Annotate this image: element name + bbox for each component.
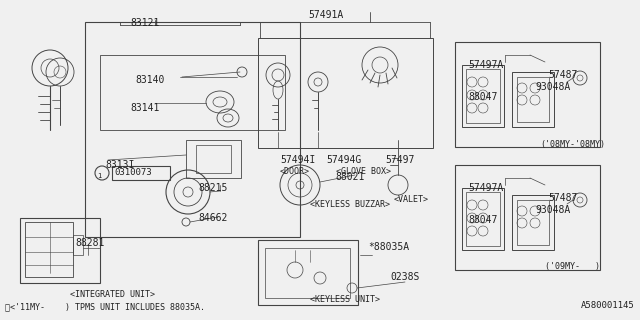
- Text: 57491A: 57491A: [308, 10, 343, 20]
- Bar: [455, 165, 600, 270]
- Bar: [73, 235, 83, 255]
- Bar: [196, 145, 231, 173]
- Text: 83121: 83121: [130, 18, 159, 28]
- Bar: [462, 65, 504, 127]
- Bar: [100, 55, 285, 130]
- Bar: [20, 218, 100, 283]
- Bar: [85, 22, 300, 237]
- Text: 93048A: 93048A: [535, 82, 570, 92]
- Text: 57494G: 57494G: [326, 155, 361, 165]
- Text: <VALET>: <VALET>: [394, 195, 429, 204]
- Bar: [25, 222, 73, 277]
- Text: 83140: 83140: [135, 75, 164, 85]
- Text: ('09MY-   ): ('09MY- ): [545, 262, 600, 271]
- Text: 57497: 57497: [385, 155, 414, 165]
- Text: 57487: 57487: [548, 193, 577, 203]
- Text: 57497A: 57497A: [468, 60, 503, 70]
- Text: 93048A: 93048A: [535, 205, 570, 215]
- Bar: [517, 200, 549, 245]
- Text: 83141: 83141: [130, 103, 159, 113]
- Text: 88047: 88047: [468, 92, 497, 102]
- Bar: [186, 140, 241, 178]
- Bar: [466, 192, 500, 246]
- Text: 57494I: 57494I: [280, 155, 316, 165]
- Text: 8313I: 8313I: [105, 160, 134, 170]
- Text: 57497A: 57497A: [468, 183, 503, 193]
- Text: 88047: 88047: [468, 215, 497, 225]
- Text: <GLOVE BOX>: <GLOVE BOX>: [336, 167, 391, 176]
- Bar: [462, 188, 504, 250]
- Bar: [517, 77, 549, 122]
- Text: ※<'11MY-    ) TPMS UNIT INCLUDES 88035A.: ※<'11MY- ) TPMS UNIT INCLUDES 88035A.: [5, 302, 205, 311]
- Text: <KEYLESS BUZZAR>: <KEYLESS BUZZAR>: [310, 200, 390, 209]
- Text: 88021: 88021: [335, 172, 364, 182]
- Bar: [466, 69, 500, 123]
- Bar: [258, 240, 358, 305]
- Text: A580001145: A580001145: [581, 301, 635, 310]
- Bar: [512, 72, 554, 127]
- Text: 0310073: 0310073: [114, 168, 152, 177]
- Text: 88215: 88215: [198, 183, 227, 193]
- Bar: [265, 248, 350, 298]
- Bar: [512, 195, 554, 250]
- Text: 57487: 57487: [548, 70, 577, 80]
- Bar: [258, 38, 433, 148]
- Text: 1: 1: [97, 173, 101, 179]
- Text: <KEYLESS UNIT>: <KEYLESS UNIT>: [310, 295, 380, 304]
- Text: 0238S: 0238S: [390, 272, 419, 282]
- Text: <DOOR>: <DOOR>: [280, 167, 310, 176]
- Text: 88281: 88281: [75, 238, 104, 248]
- Text: *88035A: *88035A: [368, 242, 409, 252]
- Bar: [455, 42, 600, 147]
- Text: 84662: 84662: [198, 213, 227, 223]
- Text: ('08MY-'08MY): ('08MY-'08MY): [540, 140, 605, 149]
- Bar: [112, 166, 170, 180]
- Text: <INTEGRATED UNIT>: <INTEGRATED UNIT>: [70, 290, 155, 299]
